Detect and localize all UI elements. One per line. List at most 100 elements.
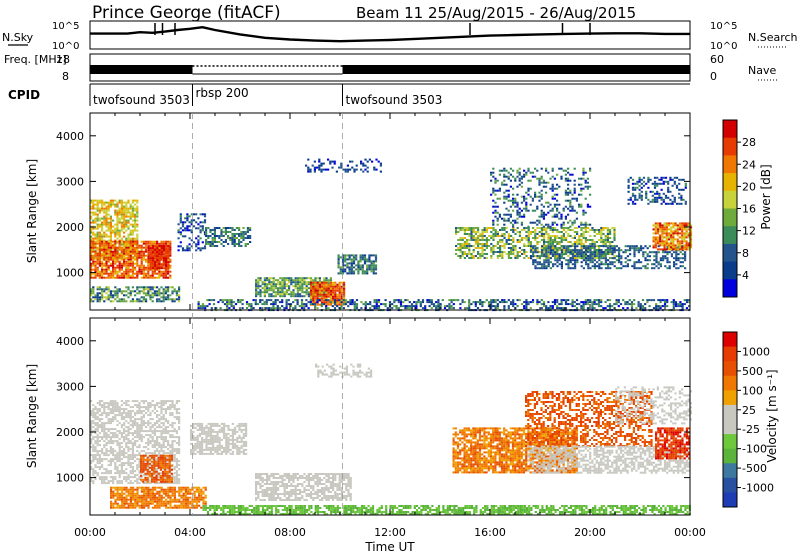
range-cell <box>136 286 138 288</box>
range-cell <box>338 167 340 169</box>
range-cell <box>528 235 530 237</box>
range-cell <box>632 189 634 191</box>
range-cell <box>184 229 186 231</box>
range-cell <box>373 266 375 268</box>
range-cell <box>561 263 563 265</box>
range-cell <box>105 202 107 204</box>
range-cell <box>411 305 413 307</box>
range-cell <box>141 300 143 302</box>
range-cell <box>479 233 481 235</box>
range-cell <box>356 303 358 305</box>
range-cell <box>563 224 565 226</box>
range-cell <box>178 288 180 290</box>
range-cell <box>138 245 140 247</box>
range-cell <box>530 301 532 303</box>
range-cell <box>661 183 663 185</box>
range-cell <box>673 303 675 305</box>
range-cell <box>560 226 562 228</box>
range-cell <box>156 273 158 275</box>
range-cell <box>574 251 576 253</box>
range-cell <box>94 428 96 430</box>
range-cell <box>116 294 118 296</box>
range-cell <box>255 299 257 301</box>
range-cell <box>561 303 563 305</box>
range-cell <box>295 285 297 287</box>
range-cell <box>554 229 556 231</box>
range-cell <box>654 181 656 183</box>
range-cell <box>538 192 540 194</box>
range-cell <box>346 266 348 268</box>
range-cell <box>97 269 99 271</box>
range-cell <box>468 245 470 247</box>
range-cell <box>574 198 576 200</box>
range-cell <box>375 169 377 171</box>
range-cell <box>330 284 332 286</box>
range-cell <box>378 307 380 309</box>
range-cell <box>675 305 677 307</box>
range-cell <box>325 279 327 281</box>
range-cell <box>169 298 171 300</box>
range-cell <box>92 420 94 422</box>
range-cell <box>563 227 565 229</box>
range-cell <box>268 279 270 281</box>
range-cell <box>499 170 501 172</box>
range-cell <box>624 303 626 305</box>
range-cell <box>462 255 464 257</box>
range-cell <box>532 210 534 212</box>
range-cell <box>340 270 342 272</box>
range-cell <box>468 303 470 305</box>
range-cell <box>565 247 567 249</box>
range-cell <box>321 282 323 284</box>
range-cell <box>314 282 316 284</box>
range-cell <box>132 202 134 204</box>
range-cell <box>169 271 171 273</box>
range-cell <box>125 210 127 212</box>
range-cell <box>237 301 239 303</box>
range-cell <box>523 174 525 176</box>
range-cell <box>94 251 96 253</box>
range-cell <box>495 233 497 235</box>
range-cell <box>532 301 534 303</box>
range-cell <box>119 257 121 259</box>
range-cell <box>602 255 604 257</box>
range-cell <box>323 290 325 292</box>
range-cell <box>275 279 277 281</box>
range-cell <box>286 291 288 293</box>
range-cell <box>310 294 312 296</box>
range-cell <box>510 243 512 245</box>
range-cell <box>470 227 472 229</box>
range-cell <box>154 251 156 253</box>
range-cell <box>614 245 616 247</box>
range-cell <box>130 294 132 296</box>
range-cell <box>114 277 116 279</box>
range-cell <box>94 255 96 257</box>
range-cell <box>305 305 307 307</box>
range-cell <box>490 255 492 257</box>
range-cell <box>677 230 679 232</box>
range-cell <box>589 259 591 261</box>
range-cell <box>310 284 312 286</box>
range-cell <box>214 237 216 239</box>
range-cell <box>143 255 145 257</box>
range-cell <box>169 294 171 296</box>
range-cell <box>679 248 681 250</box>
range-cell <box>525 206 527 208</box>
range-cell <box>519 212 521 214</box>
range-cell <box>112 259 114 261</box>
range-cell <box>200 229 202 231</box>
range-cell <box>182 223 184 225</box>
range-cell <box>200 307 202 309</box>
range-cell <box>422 301 424 303</box>
range-cell <box>683 224 685 226</box>
range-cell <box>638 301 640 303</box>
range-cell <box>574 267 576 269</box>
range-cell <box>92 290 94 292</box>
range-cell <box>101 258 103 260</box>
range-cell <box>605 257 607 259</box>
range-cell <box>110 204 112 206</box>
range-cell <box>655 265 657 267</box>
range-cell <box>332 282 334 284</box>
range-cell <box>521 229 523 231</box>
range-cell <box>310 301 312 303</box>
range-cell <box>130 255 132 257</box>
